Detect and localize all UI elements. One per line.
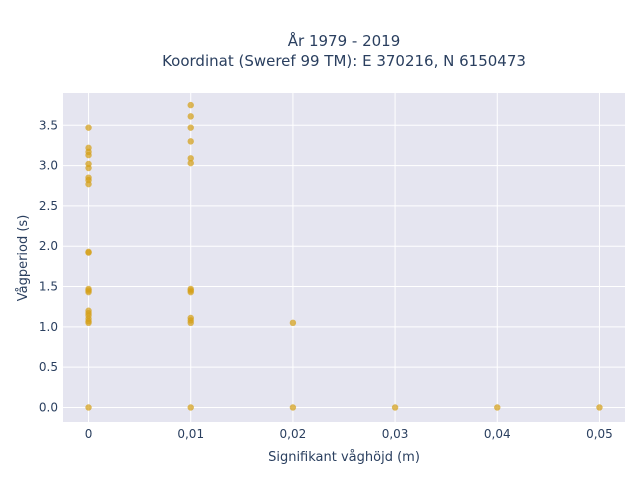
chart-title-line-2: Koordinat (Sweref 99 TM): E 370216, N 61… [162, 52, 526, 70]
x-tick-label: 0 [85, 427, 93, 441]
x-tick-label: 0,03 [382, 427, 409, 441]
y-tick-label: 3.0 [39, 159, 58, 173]
data-point [187, 319, 194, 327]
data-points [85, 101, 603, 411]
y-tick-label: 2.5 [39, 199, 58, 213]
data-point [85, 319, 92, 327]
x-tick-label: 0,05 [586, 427, 613, 441]
data-point [494, 404, 501, 411]
data-point [289, 404, 297, 411]
x-axis-title: Signifikant våghöjd (m) [268, 450, 420, 465]
data-point [187, 404, 194, 411]
data-point [85, 404, 92, 411]
data-point [187, 288, 194, 296]
data-point [596, 404, 603, 411]
data-point [85, 288, 92, 296]
data-point [187, 124, 194, 131]
data-point [187, 101, 194, 109]
chart-title-line-1: År 1979 - 2019 [288, 31, 401, 50]
y-tick-label: 1.0 [39, 320, 58, 334]
y-tick-label: 3.5 [39, 118, 58, 132]
x-tick-label: 0,02 [280, 427, 307, 441]
x-tick-label: 0,04 [484, 427, 511, 441]
data-point [85, 124, 92, 131]
y-tick-label: 1.5 [39, 280, 58, 294]
data-point [85, 164, 92, 172]
data-point [391, 404, 399, 411]
plot-area [63, 93, 625, 422]
data-point [187, 159, 194, 167]
x-axis-ticks: 0 0,01 0,02 0,03 0,04 0,05 [85, 427, 613, 441]
y-axis-title: Vågperiod (s) [16, 215, 31, 302]
grid-lines [63, 93, 625, 422]
data-point [187, 138, 194, 145]
y-axis-ticks: 0.0 0.5 1.0 1.5 2.0 2.5 3.0 3.5 [39, 118, 58, 414]
data-point [187, 113, 194, 120]
x-tick-label: 0,01 [177, 427, 204, 441]
y-tick-label: 0.0 [39, 400, 58, 414]
data-point [187, 155, 194, 162]
y-tick-label: 0.5 [39, 360, 58, 374]
data-point [85, 180, 92, 188]
data-point [289, 319, 297, 327]
y-tick-label: 2.0 [39, 239, 58, 253]
data-point [85, 249, 92, 256]
data-point [85, 151, 92, 159]
